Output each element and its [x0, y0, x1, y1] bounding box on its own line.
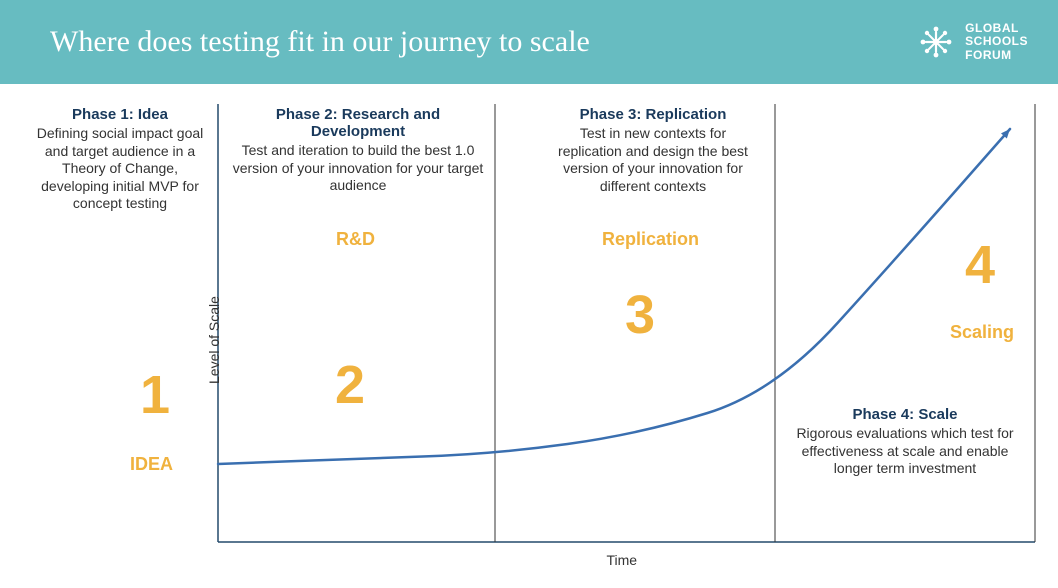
phase-desc-3: Test in new contexts for replication and… — [548, 125, 758, 195]
phase-block-1: Phase 1: Idea Defining social impact goal… — [30, 106, 210, 213]
phase-number-4: 4 — [965, 234, 995, 296]
logo-icon — [917, 23, 955, 61]
phase-desc-1: Defining social impact goal and target a… — [30, 125, 210, 213]
phase-tag-1: IDEA — [130, 454, 173, 475]
logo: GLOBAL SCHOOLS FORUM — [917, 22, 1028, 62]
logo-line-3: FORUM — [965, 49, 1028, 62]
phase-title-3: Phase 3: Replication — [548, 106, 758, 123]
phase-number-3: 3 — [625, 284, 655, 346]
x-axis-label: Time — [607, 552, 638, 568]
phase-desc-4: Rigorous evaluations which test for effe… — [790, 425, 1020, 478]
logo-line-2: SCHOOLS — [965, 35, 1028, 48]
header-bar: Where does testing fit in our journey to… — [0, 0, 1058, 84]
phase-block-2: Phase 2: Research and DevelopmentTest an… — [232, 106, 484, 195]
y-axis-label: Level of Scale — [206, 296, 222, 384]
phase-desc-2: Test and iteration to build the best 1.0… — [232, 142, 484, 195]
chart-area: Level of Scale Time Phase 1: Idea Definin… — [0, 84, 1058, 588]
page-title: Where does testing fit in our journey to… — [50, 25, 590, 59]
phase-title-2: Phase 2: Research and Development — [232, 106, 484, 140]
phase-number-2: 2 — [335, 354, 365, 416]
phase-tag-4: Scaling — [950, 322, 1014, 343]
phase-block-4: Phase 4: Scale Rigorous evaluations which… — [790, 406, 1020, 478]
phase-tag-3: Replication — [602, 229, 699, 250]
logo-text: GLOBAL SCHOOLS FORUM — [965, 22, 1028, 62]
phase-title-4: Phase 4: Scale — [790, 406, 1020, 423]
phase-block-3: Phase 3: Replication Test in new contexts… — [548, 106, 758, 195]
phase-title-1: Phase 1: Idea — [30, 106, 210, 123]
phase-tag-2: R&D — [336, 229, 375, 250]
phase-number-1: 1 — [140, 364, 170, 426]
